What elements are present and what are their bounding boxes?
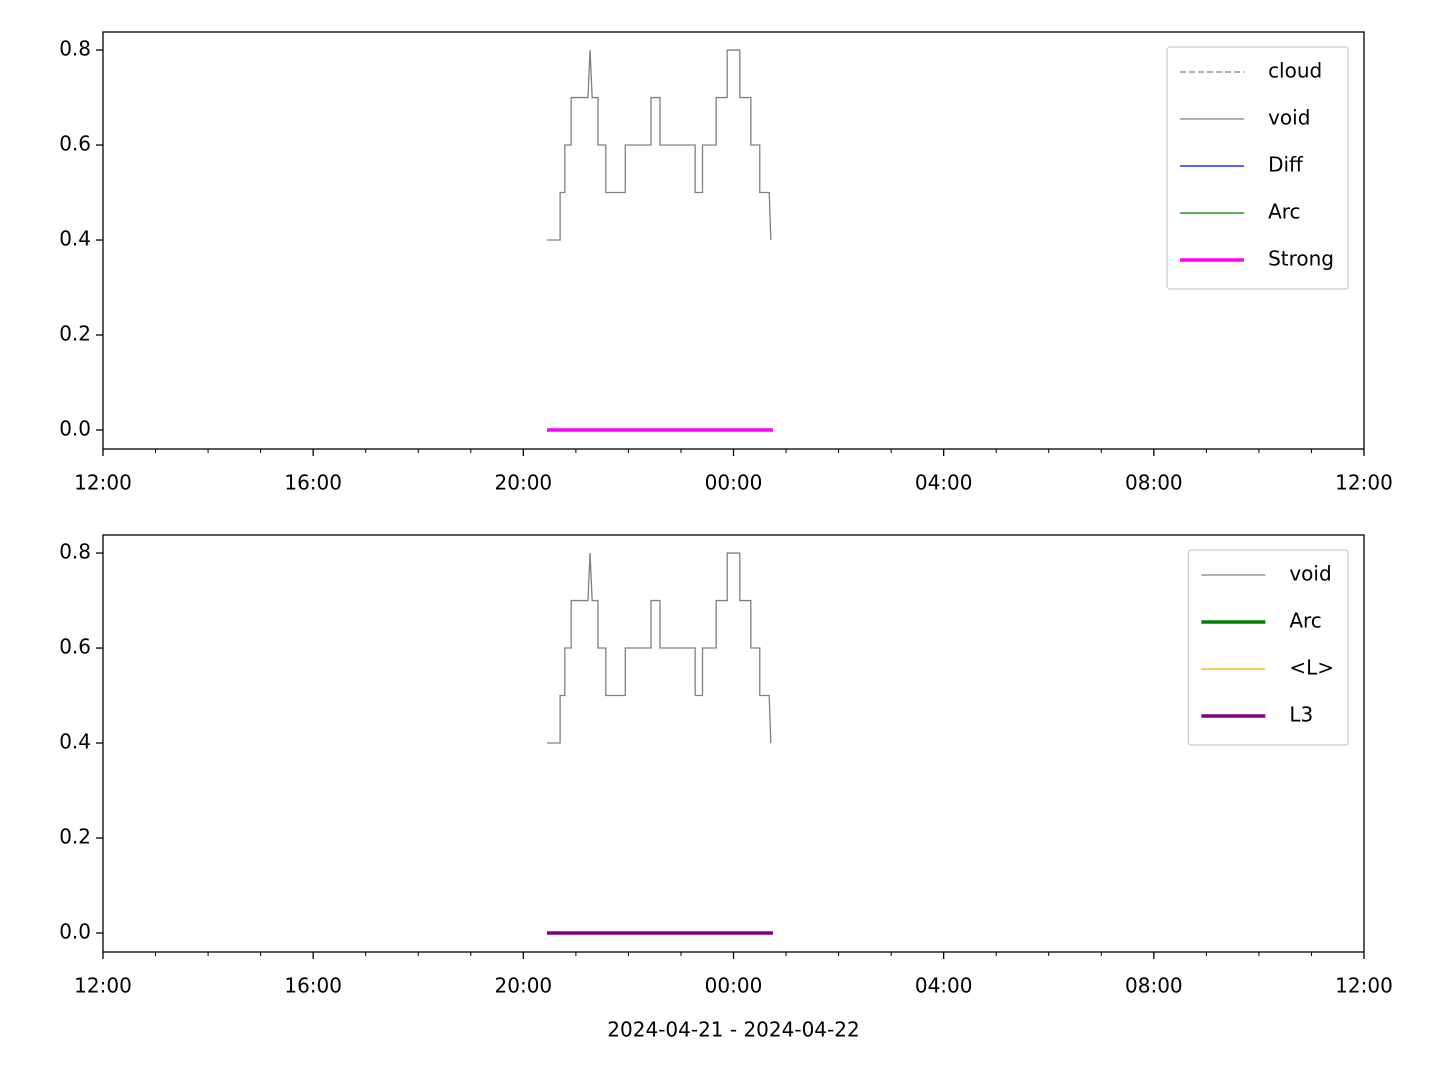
x-tick-label: 12:00 bbox=[74, 471, 132, 495]
x-axis-label: 2024-04-21 - 2024-04-22 bbox=[607, 1018, 859, 1042]
x-tick-label: 20:00 bbox=[495, 471, 553, 495]
x-tick-label: 16:00 bbox=[284, 471, 342, 495]
legend-label: Strong bbox=[1268, 247, 1334, 271]
y-tick-label: 0.2 bbox=[59, 322, 91, 346]
legend-label: Diff bbox=[1268, 153, 1304, 177]
x-tick-label: 12:00 bbox=[1335, 974, 1393, 998]
series-line bbox=[546, 552, 772, 744]
x-tick-label: 12:00 bbox=[1335, 471, 1393, 495]
x-tick-label: 08:00 bbox=[1125, 974, 1183, 998]
y-tick-label: 0.8 bbox=[59, 540, 91, 564]
y-tick-label: 0.8 bbox=[59, 37, 91, 61]
x-tick-label: 04:00 bbox=[915, 471, 973, 495]
subplot: 0.0 0.2 0.4 0.6 0.8 12:00 16:00 20:00 00:00 04:00… bbox=[59, 31, 1393, 495]
x-tick-label: 00:00 bbox=[705, 471, 763, 495]
legend-box bbox=[1187, 549, 1349, 746]
x-tick-label: 00:00 bbox=[705, 974, 763, 998]
legend-label: Arc bbox=[1289, 609, 1321, 633]
legend-label: <L> bbox=[1289, 656, 1334, 680]
legend: cloud void Diff Arc Strong bbox=[1166, 46, 1349, 290]
y-tick-label: 0.6 bbox=[59, 635, 91, 659]
x-tick-label: 04:00 bbox=[915, 974, 973, 998]
subplot: 0.0 0.2 0.4 0.6 0.8 12:00 16:00 20:00 00:00 04:00… bbox=[59, 534, 1393, 1042]
x-tick-label: 16:00 bbox=[284, 974, 342, 998]
x-tick-label: 12:00 bbox=[74, 974, 132, 998]
series-line bbox=[546, 49, 772, 241]
axes-frame bbox=[102, 534, 1365, 953]
legend-label: void bbox=[1268, 106, 1310, 130]
legend-label: cloud bbox=[1268, 59, 1322, 83]
legend-label: void bbox=[1289, 562, 1331, 586]
y-tick-label: 0.0 bbox=[59, 417, 91, 441]
legend-box bbox=[1166, 46, 1349, 290]
x-tick-label: 20:00 bbox=[495, 974, 553, 998]
legend-label: Arc bbox=[1268, 200, 1300, 224]
legend: void Arc <L> L3 bbox=[1187, 549, 1349, 746]
y-tick-label: 0.4 bbox=[59, 227, 91, 251]
y-tick-label: 0.0 bbox=[59, 920, 91, 944]
x-tick-label: 08:00 bbox=[1125, 471, 1183, 495]
y-tick-label: 0.6 bbox=[59, 132, 91, 156]
legend-label: L3 bbox=[1289, 703, 1313, 727]
y-tick-label: 0.4 bbox=[59, 730, 91, 754]
y-tick-label: 0.2 bbox=[59, 825, 91, 849]
